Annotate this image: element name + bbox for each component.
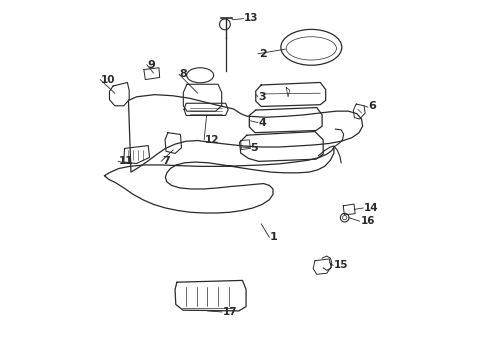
Text: 10: 10	[101, 75, 115, 85]
Text: 16: 16	[361, 216, 375, 226]
Text: 3: 3	[259, 92, 266, 102]
Text: 6: 6	[368, 102, 377, 112]
Text: 8: 8	[180, 69, 188, 79]
Text: 7: 7	[162, 156, 170, 166]
Text: 14: 14	[364, 203, 379, 213]
Text: 5: 5	[250, 143, 258, 153]
Text: 12: 12	[205, 135, 220, 145]
Text: 15: 15	[334, 260, 348, 270]
Text: 17: 17	[223, 307, 237, 317]
Text: 9: 9	[147, 59, 155, 69]
Text: 4: 4	[259, 118, 267, 128]
Text: 2: 2	[259, 49, 267, 59]
Text: 13: 13	[245, 13, 259, 23]
Text: 1: 1	[270, 232, 278, 242]
Text: 11: 11	[119, 156, 133, 166]
